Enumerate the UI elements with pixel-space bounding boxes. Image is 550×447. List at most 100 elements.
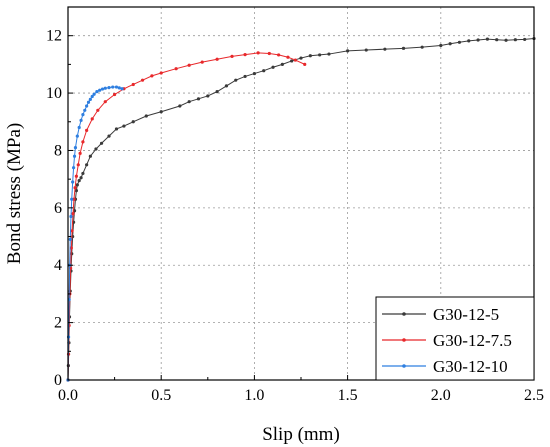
legend-label: G30-12-5 — [433, 305, 499, 324]
data-point — [111, 85, 115, 89]
series-line — [67, 52, 305, 381]
data-point — [215, 90, 219, 94]
data-point — [159, 110, 163, 114]
data-point — [290, 59, 294, 63]
data-point — [178, 104, 182, 108]
data-point — [196, 97, 201, 101]
data-point — [99, 141, 104, 145]
data-point — [215, 57, 219, 61]
data-point — [523, 37, 527, 42]
data-point — [476, 38, 480, 42]
data-point — [98, 88, 102, 92]
data-point — [100, 87, 105, 91]
data-point — [144, 114, 148, 118]
data-point — [420, 45, 424, 49]
data-point — [81, 171, 85, 176]
data-point — [243, 53, 247, 57]
data-point — [114, 127, 119, 131]
legend-swatch-marker — [402, 312, 406, 316]
legend-item: G30-12-5 — [382, 305, 499, 324]
data-point — [71, 180, 75, 184]
y-tick-label: 8 — [54, 142, 62, 159]
data-point — [90, 117, 94, 121]
y-tick-label: 2 — [54, 315, 62, 332]
legend: G30-12-5 G30-12-7.5 G30-12-10 — [375, 296, 535, 381]
data-point — [308, 54, 312, 58]
data-point — [318, 53, 322, 57]
data-point — [107, 86, 111, 90]
data-point — [293, 58, 298, 62]
data-point — [71, 166, 76, 170]
y-tick-label: 10 — [46, 85, 62, 102]
data-point — [256, 51, 260, 55]
data-point — [448, 42, 452, 46]
y-tick-label: 4 — [54, 257, 62, 274]
data-point — [364, 48, 368, 52]
data-point — [72, 154, 77, 158]
legend-item: G30-12-10 — [382, 357, 508, 376]
data-point — [85, 104, 89, 108]
data-point — [68, 237, 72, 242]
x-tick-label: 0.5 — [151, 387, 171, 404]
legend-label: G30-12-10 — [433, 357, 508, 376]
data-point — [96, 108, 100, 112]
data-point — [280, 62, 284, 66]
data-point — [504, 38, 508, 42]
data-point — [70, 229, 74, 233]
x-tick-label: 2.5 — [524, 387, 544, 404]
data-point — [76, 163, 80, 167]
data-point — [107, 134, 111, 138]
data-point — [75, 134, 79, 138]
data-point — [401, 46, 406, 50]
data-point — [495, 38, 499, 42]
data-point — [206, 94, 210, 98]
y-tick-label: 12 — [46, 28, 62, 45]
data-point — [140, 78, 145, 82]
data-point — [74, 174, 78, 178]
data-point — [71, 211, 75, 216]
data-point — [467, 39, 471, 43]
data-point — [114, 85, 119, 89]
data-point — [103, 100, 107, 104]
data-point — [277, 53, 281, 57]
data-point — [131, 82, 135, 87]
data-point — [74, 189, 78, 193]
data-point — [252, 71, 256, 76]
data-point — [95, 90, 99, 94]
data-point — [73, 186, 77, 190]
x-tick-label: 2.0 — [431, 387, 451, 404]
data-point — [159, 71, 163, 75]
data-point — [346, 49, 350, 53]
x-tick-label: 1.5 — [338, 387, 358, 404]
tick-labels: 0.0 0.5 1.0 1.5 2.0 2.5 0 2 4 6 8 10 12 — [46, 28, 544, 404]
data-point — [103, 86, 107, 90]
data-point — [81, 112, 85, 117]
data-point — [88, 97, 92, 101]
series-layer — [66, 36, 536, 382]
data-point — [457, 40, 462, 44]
data-point — [79, 176, 83, 180]
data-point — [92, 92, 96, 96]
data-point — [224, 84, 229, 88]
data-point — [78, 151, 82, 155]
data-point — [73, 145, 78, 150]
data-point — [187, 63, 191, 67]
y-axis-title: Bond stress (MPa) — [4, 123, 25, 264]
data-point — [131, 120, 135, 124]
data-point — [113, 92, 117, 97]
data-point — [187, 100, 191, 104]
data-point — [299, 56, 303, 60]
data-point — [83, 108, 87, 112]
legend-swatch-marker — [402, 338, 406, 342]
data-point — [90, 94, 94, 99]
data-point — [303, 62, 307, 66]
data-point — [383, 47, 387, 51]
x-tick-label: 1.0 — [244, 387, 264, 404]
data-point — [327, 52, 331, 56]
y-tick-label: 6 — [54, 200, 62, 217]
data-point — [122, 124, 126, 128]
data-point — [271, 65, 275, 69]
data-point — [513, 38, 517, 42]
data-point — [485, 37, 489, 41]
